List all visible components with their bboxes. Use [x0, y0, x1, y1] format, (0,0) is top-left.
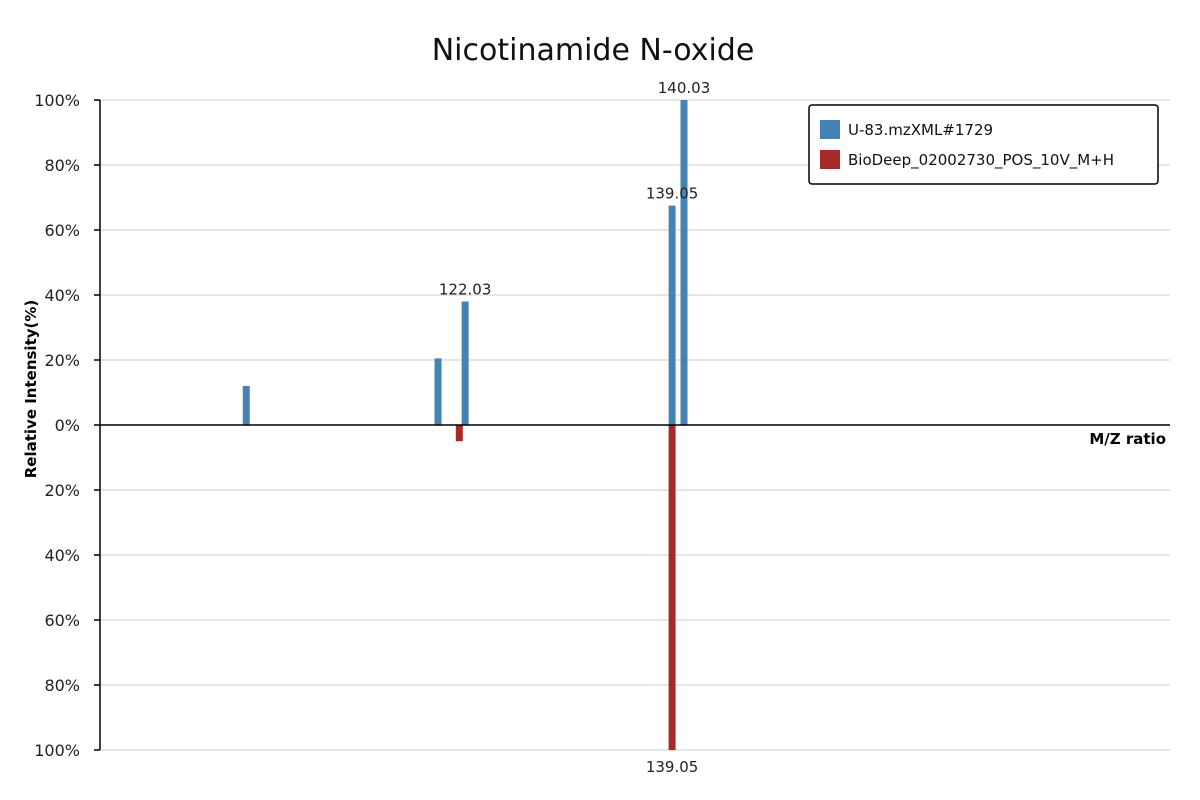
legend-entry-series-2: BioDeep_02002730_POS_10V_M+H [848, 151, 1114, 170]
axes [99, 100, 1170, 750]
peak-label: 140.03 [658, 79, 711, 97]
y-tick-label: 60% [44, 611, 80, 630]
legend: U-83.mzXML#1729 BioDeep_02002730_POS_10V… [808, 104, 1159, 185]
y-tick-label: 80% [44, 676, 80, 695]
y-tick-label: 20% [44, 351, 80, 370]
peak-label: 139.05 [646, 758, 699, 776]
grid-lines [100, 99, 1170, 751]
y-tick-labels: 100% 80% 60% 40% 20% 0% 20% 40% 60% 80% 100% [34, 91, 100, 760]
peak-bar-sample [461, 301, 469, 425]
x-axis-label: M/Z ratio [1089, 430, 1166, 448]
peak-labels: 122.03 139.05 140.03 139.05 [439, 79, 710, 776]
peak-bar-sample [242, 386, 250, 425]
bars-layer [242, 100, 688, 750]
y-tick-label: 100% [34, 741, 80, 760]
y-tick-label: 100% [34, 91, 80, 110]
legend-entry-series-1: U-83.mzXML#1729 [848, 121, 993, 139]
peak-bar-reference [668, 425, 676, 750]
peak-bar-sample [434, 358, 442, 425]
y-tick-label: 40% [44, 546, 80, 565]
peak-bar-sample [668, 205, 676, 425]
peak-label: 139.05 [646, 185, 699, 203]
y-tick-label: 80% [44, 156, 80, 175]
peak-bar-sample [680, 100, 688, 425]
y-tick-label: 40% [44, 286, 80, 305]
y-tick-label: 60% [44, 221, 80, 240]
legend-box [808, 104, 1159, 185]
y-tick-label: 0% [55, 416, 80, 435]
y-axis-label: Relative Intensity(%) [22, 300, 40, 479]
chart-title: Nicotinamide N-oxide [432, 33, 755, 68]
peak-label: 122.03 [439, 281, 492, 299]
y-tick-label: 20% [44, 481, 80, 500]
legend-swatch-series-2 [820, 150, 840, 169]
peak-bar-reference [455, 425, 463, 442]
legend-swatch-series-1 [820, 120, 840, 139]
